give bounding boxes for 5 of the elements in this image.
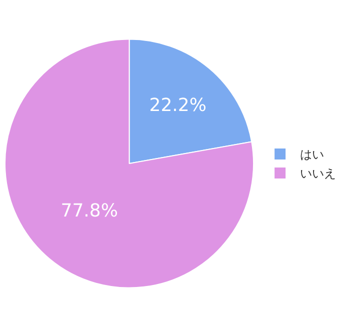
data-label: 77.8% — [60, 200, 118, 222]
legend-label: はい — [300, 148, 324, 162]
pie-slice — [4, 38, 254, 288]
legend-label: いいえ — [300, 166, 336, 181]
data-label: 22.2% — [149, 95, 206, 116]
